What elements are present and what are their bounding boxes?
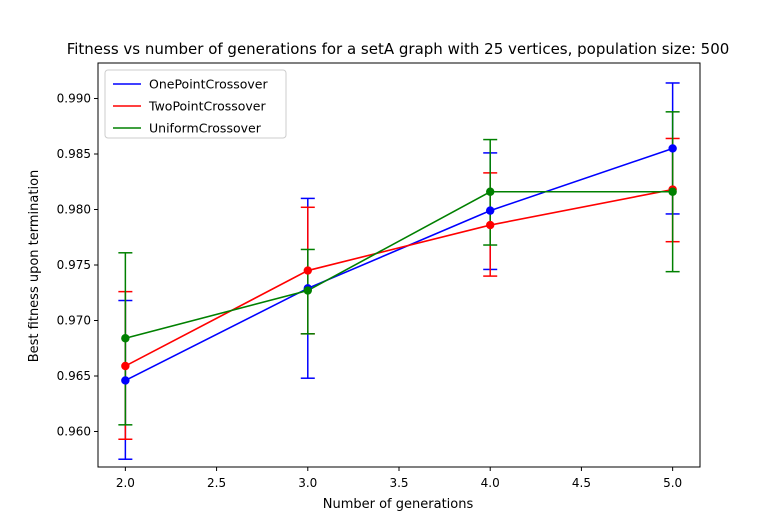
series-line — [124, 188, 673, 367]
data-point — [668, 144, 677, 153]
x-tick-label: 4.0 — [481, 476, 500, 490]
series-twopointcrossover — [118, 137, 680, 441]
data-point — [121, 361, 130, 371]
data-point — [121, 376, 130, 385]
data-point — [486, 220, 495, 230]
legend-label: OnePointCrossover — [149, 77, 268, 92]
series-onepointcrossover — [118, 82, 680, 460]
y-tick-label: 0.985 — [57, 147, 91, 161]
legend-label: UniformCrossover — [149, 121, 262, 136]
x-axis-label: Number of generations — [323, 497, 474, 512]
plot-series — [118, 82, 680, 460]
y-tick-label: 0.975 — [57, 258, 91, 272]
data-point — [486, 206, 495, 215]
x-tick-label: 3.0 — [298, 476, 317, 490]
y-axis-label: Best fitness upon termination — [27, 170, 42, 363]
data-point — [486, 187, 495, 196]
series-markers — [121, 144, 677, 385]
plot-frame — [97, 62, 701, 468]
series-line — [125, 190, 673, 340]
chart-title: Fitness vs number of generations for a s… — [67, 40, 730, 58]
x-tick-label: 4.5 — [572, 476, 591, 490]
y-axis: 0.960 0.965 0.970 0.975 0.980 0.985 0.990 — [57, 92, 98, 438]
y-tick-label: 0.965 — [57, 369, 91, 383]
y-tick-label: 0.960 — [57, 424, 91, 438]
data-point — [121, 334, 130, 343]
y-tick-label: 0.990 — [57, 92, 91, 106]
x-tick-label: 2.5 — [207, 476, 226, 490]
x-tick-label: 2.0 — [116, 476, 135, 490]
series-markers — [121, 185, 677, 371]
series-line — [125, 147, 673, 382]
y-tick-label: 0.980 — [57, 203, 91, 217]
series-uniformcrossover — [118, 111, 680, 426]
series-markers — [121, 187, 677, 343]
x-tick-label: 5.0 — [663, 476, 682, 490]
legend-label: TwoPointCrossover — [148, 99, 266, 114]
y-tick-label: 0.970 — [57, 313, 91, 327]
data-point — [668, 187, 677, 196]
x-axis: 2.0 2.5 3.0 3.5 4.0 4.5 5.0 — [116, 467, 682, 490]
legend-box — [104, 69, 287, 139]
data-point — [303, 286, 312, 295]
x-tick-label: 3.5 — [389, 476, 408, 490]
data-point — [303, 266, 312, 275]
legend: OnePointCrossover TwoPointCrossover Unifor… — [104, 69, 287, 139]
